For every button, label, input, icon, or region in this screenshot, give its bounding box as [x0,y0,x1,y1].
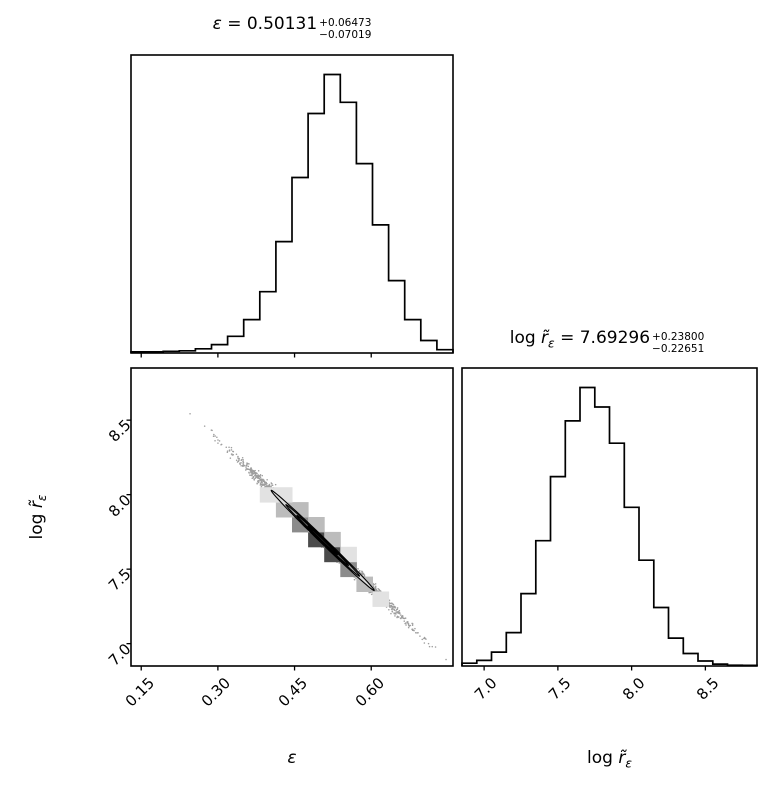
density-cell [356,576,373,592]
joint-scatter-plot [126,367,454,671]
axes-frame [461,367,758,667]
x-tick-label-text: 0.60 [351,674,388,711]
logr-uncertainty: +0.23800 −0.22651 [652,331,704,355]
histogram-outline [130,73,454,353]
eps-title: ε = 0.50131 +0.06473 −0.07019 [111,14,473,41]
logr-value: 7.69296 [579,328,651,348]
logr-equals: = [554,328,580,348]
x-axis-label-logr: log r̃ε [462,748,757,770]
xlabel-log-prefix: log [587,748,619,768]
x-tick-label-text: 8.5 [692,674,723,704]
joint-plot-content [189,412,447,661]
xlabel-subscript: ε [625,756,632,771]
x-tick-label-text: 8.0 [618,674,649,704]
x-tick-label-text: 0.30 [198,674,235,711]
xlabel-rvar: r̃ [618,748,626,768]
axes-frame [130,367,454,667]
ylabel-log-prefix: log [26,508,47,540]
eps-value: 0.50131 [246,14,318,34]
y-axis-label-logr: log r̃ε [27,495,49,540]
x-axis-label-eps: ε [287,748,297,768]
x-tick-label-text: 7.5 [545,674,575,704]
eps-symbol: ε [212,14,222,34]
logr-title: log r̃ε = 7.69296 +0.23800 −0.22651 [452,328,760,355]
density-cell [372,591,390,607]
histogram-outline [461,386,758,667]
eps-err-plus: +0.06473 [319,16,372,29]
ylabel-rvar: r̃ [26,501,47,509]
axes-frame [130,54,454,354]
x-tick-label-text: 0.15 [121,674,158,711]
contour-level-3 [307,525,339,556]
logr-err-plus: +0.23800 [652,330,705,343]
eps-err-minus: −0.07019 [319,28,372,41]
eps-histogram-plot [130,54,454,358]
eps-uncertainty: +0.06473 −0.07019 [319,17,371,41]
x-tick-label-text: 0.45 [274,674,312,711]
ylabel-subscript: ε [35,494,50,502]
logr-log-prefix: log [509,328,542,348]
eps-equals: = [221,14,247,34]
logr-subscript: ε [548,336,555,351]
x-tick-label-text: 7.0 [471,674,501,704]
logr-rvar: r̃ [541,328,549,348]
logr-histogram-plot [461,367,758,671]
logr-err-minus: −0.22651 [652,342,705,355]
